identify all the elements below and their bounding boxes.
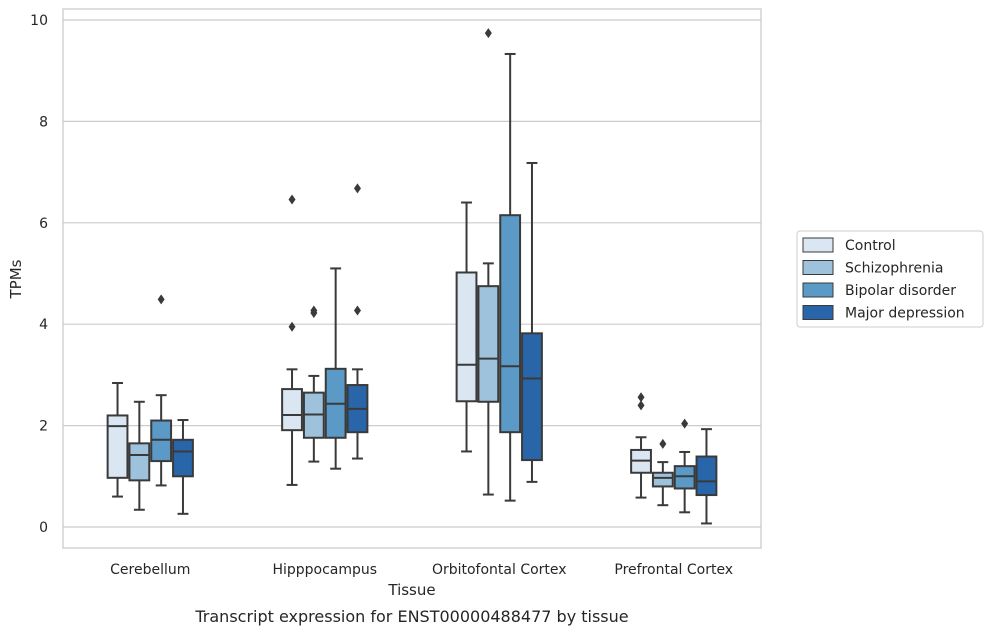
figure-caption: Transcript expression for ENST0000048847… [194,607,628,626]
x-tick-label: Cerebellum [110,562,190,578]
y-tick-label: 0 [39,520,48,536]
legend-swatch [802,237,834,253]
y-axis-label: TPMs [7,259,25,299]
x-tick-label: Prefrontal Cortex [614,562,733,578]
boxes [106,28,718,525]
box-schizophrenia [477,28,500,496]
box-iqr [521,332,543,462]
box-iqr [172,438,194,478]
box-control [281,194,303,486]
outlier-point [353,183,361,194]
box-iqr [695,455,718,497]
y-tick-label: 4 [39,317,48,333]
y-tick-label: 8 [39,114,48,130]
box-schizophrenia [128,400,151,511]
box-bipolar-disorder [324,267,347,470]
box-major-depression [172,419,194,515]
gridlines [63,19,761,528]
plot-area-frame [62,8,762,549]
box-iqr [499,214,522,434]
box-iqr [455,271,478,403]
x-axis-ticks: Cerebellum Hipppocampus Orbitofontal Corte… [110,562,733,578]
box-iqr [128,442,151,482]
box-bipolar-disorder [499,52,522,502]
x-axis-label: Tissue [387,581,435,599]
y-axis-ticks: 0 2 4 6 8 10 [30,13,48,536]
box-major-depression [521,161,543,483]
outlier-point [310,305,318,316]
legend-swatch [802,260,834,275]
box-iqr [673,465,696,490]
legend-entry: Bipolar disorder [845,283,956,299]
box-major-depression [346,183,369,460]
outlier-point [288,194,296,205]
box-schizophrenia [651,438,674,507]
legend-frame [796,230,984,328]
box-iqr [281,388,303,432]
outlier-point [157,294,165,305]
legend-entry: Major depression [845,306,965,322]
box-bipolar-disorder [150,294,173,487]
y-tick-label: 2 [39,419,48,435]
outlier-point [637,392,645,403]
y-tick-label: 6 [39,216,48,232]
box-schizophrenia [302,305,325,463]
outlier-point [659,438,667,449]
legend-entry: Schizophrenia [845,261,943,277]
box-control [455,201,478,453]
legend-swatch [802,305,834,320]
outlier-point [353,305,361,316]
x-tick-label: Hipppocampus [272,562,377,578]
x-tick-label: Orbitofontal Cortex [432,562,567,578]
legend-entry: Control [845,238,896,254]
outlier-point [637,400,645,411]
box-major-depression [695,428,718,525]
box-iqr [477,285,500,403]
outlier-point [681,418,689,429]
y-tick-label: 10 [30,13,48,29]
box-iqr [651,471,674,488]
legend-swatch [802,282,834,298]
box-iqr [150,419,173,463]
outlier-point [484,28,492,39]
box-bipolar-disorder [673,418,696,514]
box-control [630,392,652,499]
legend: Control Schizophrenia Bipolar disorder Majo… [796,230,984,328]
box-iqr [106,414,129,479]
box-control [106,382,129,498]
outlier-point [288,321,296,332]
